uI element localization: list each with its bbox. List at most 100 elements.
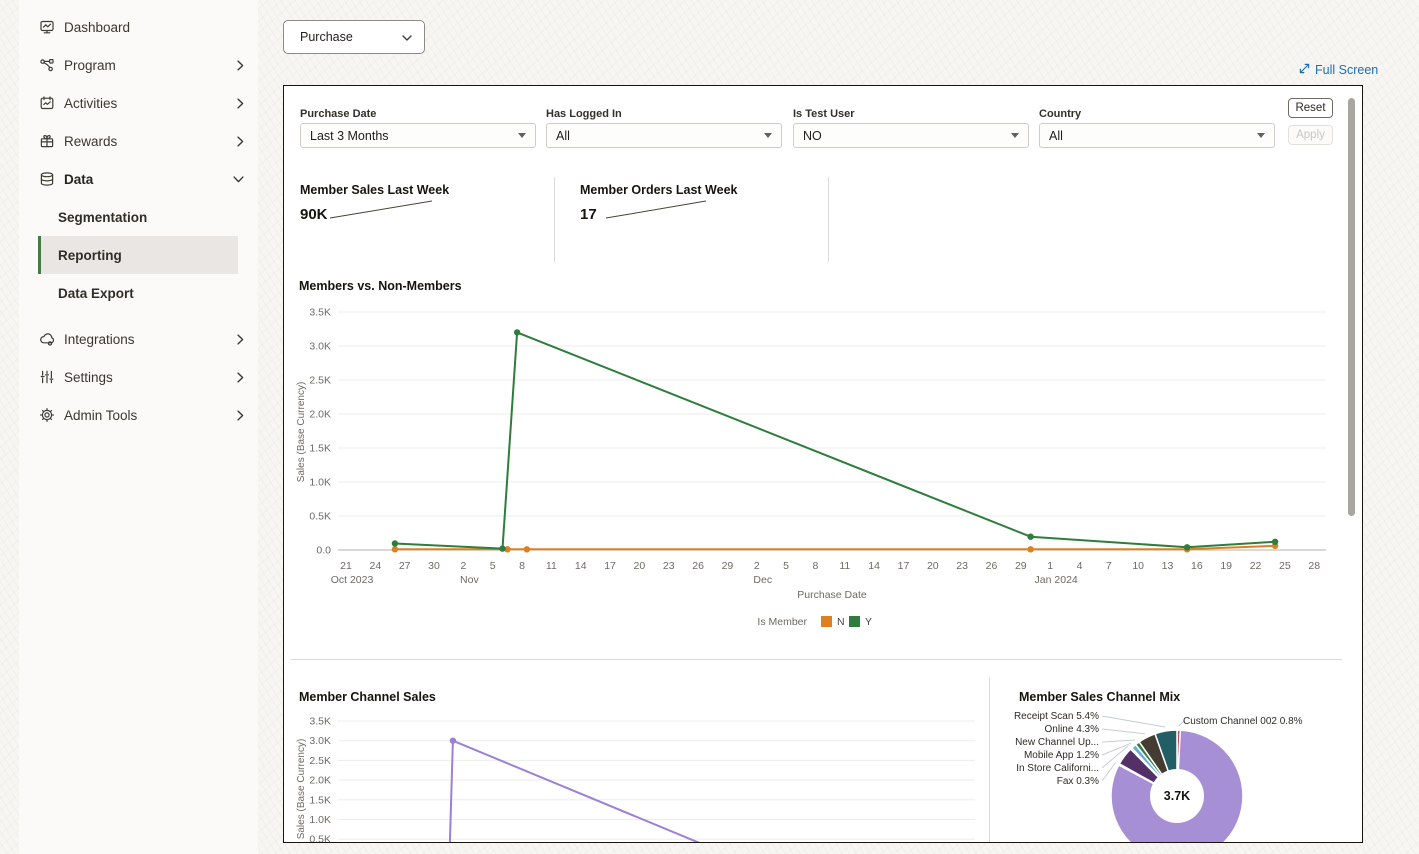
svg-text:1.5K: 1.5K xyxy=(309,443,331,455)
svg-text:5: 5 xyxy=(783,560,789,572)
svg-text:Sales (Base Currency): Sales (Base Currency) xyxy=(296,739,307,840)
svg-text:2.5K: 2.5K xyxy=(309,755,331,767)
svg-text:Mobile App 1.2%: Mobile App 1.2% xyxy=(1024,750,1099,761)
svg-text:11: 11 xyxy=(546,560,557,572)
report-type-dropdown[interactable]: Purchase xyxy=(283,20,425,54)
svg-text:16: 16 xyxy=(1191,560,1203,572)
kpi-sparkline xyxy=(605,200,707,219)
section-divider xyxy=(291,659,1342,660)
full-screen-link[interactable]: Full Screen xyxy=(1299,63,1378,77)
svg-text:In Store Californi...: In Store Californi... xyxy=(1016,763,1099,774)
svg-text:25: 25 xyxy=(1279,560,1291,572)
svg-text:26: 26 xyxy=(986,560,998,572)
activities-icon xyxy=(38,95,55,112)
chevron-right-icon xyxy=(237,409,244,421)
reset-button[interactable]: Reset xyxy=(1288,98,1333,118)
svg-text:20: 20 xyxy=(927,560,939,572)
channel-sales-chart-title: Member Channel Sales xyxy=(299,690,436,704)
svg-text:Dec: Dec xyxy=(753,574,772,586)
sidebar-item-data-export[interactable]: Data Export xyxy=(38,274,238,312)
is-test-user-select[interactable]: NO xyxy=(793,123,1029,148)
svg-text:7: 7 xyxy=(1106,560,1112,572)
kpi-divider xyxy=(554,177,555,262)
kpi-sparkline xyxy=(329,200,433,219)
svg-text:2.0K: 2.0K xyxy=(309,775,331,787)
rewards-icon xyxy=(38,133,55,150)
svg-text:Y: Y xyxy=(865,616,872,628)
svg-text:17: 17 xyxy=(604,560,616,572)
has-logged-in-select[interactable]: All xyxy=(546,123,782,148)
chevron-down-icon xyxy=(233,175,244,183)
sidebar-item-program[interactable]: Program xyxy=(19,46,258,84)
report-type-value: Purchase xyxy=(300,30,353,44)
svg-text:Jan 2024: Jan 2024 xyxy=(1035,574,1078,586)
svg-text:0.5K: 0.5K xyxy=(309,834,331,843)
svg-text:2: 2 xyxy=(754,560,760,572)
sidebar-item-label: Rewards xyxy=(64,133,118,149)
svg-text:3.0K: 3.0K xyxy=(309,735,331,747)
dropdown-arrow-icon xyxy=(1011,133,1019,138)
sidebar-item-segmentation[interactable]: Segmentation xyxy=(38,198,238,236)
kpi-divider xyxy=(828,177,829,262)
apply-button[interactable]: Apply xyxy=(1288,125,1333,145)
svg-text:Sales (Base Currency): Sales (Base Currency) xyxy=(296,382,307,483)
sidebar-item-reporting[interactable]: Reporting xyxy=(38,236,238,274)
settings-icon xyxy=(38,369,55,386)
sidebar-item-admin-tools[interactable]: Admin Tools xyxy=(19,396,258,434)
svg-text:Nov: Nov xyxy=(460,574,479,586)
svg-text:3.0K: 3.0K xyxy=(309,341,331,353)
svg-text:0.5K: 0.5K xyxy=(309,511,331,523)
report-panel: Purchase Date Last 3 Months Has Logged In A… xyxy=(283,85,1363,843)
sidebar-item-rewards[interactable]: Rewards xyxy=(19,122,258,160)
svg-text:1.5K: 1.5K xyxy=(309,794,331,806)
svg-text:Receipt Scan 5.4%: Receipt Scan 5.4% xyxy=(1014,711,1099,722)
sidebar: Dashboard Program Activities Rewards Data Seg… xyxy=(19,0,258,854)
country-select[interactable]: All xyxy=(1039,123,1275,148)
purchase-date-select[interactable]: Last 3 Months xyxy=(300,123,536,148)
sidebar-item-label: Admin Tools xyxy=(64,407,138,423)
svg-text:19: 19 xyxy=(1220,560,1232,572)
sidebar-item-integrations[interactable]: Integrations xyxy=(19,320,258,358)
svg-text:29: 29 xyxy=(722,560,734,572)
channel-mix-chart-title: Member Sales Channel Mix xyxy=(1019,690,1181,704)
members-vs-nonmembers-chart: 0.0 0.5K 1.0K 1.5K 2.0K 2.5K 3.0K 3.5K Sales (Ba… xyxy=(296,307,1326,628)
dropdown-arrow-icon xyxy=(764,133,772,138)
svg-text:2: 2 xyxy=(460,560,466,572)
sidebar-item-label: Reporting xyxy=(58,247,122,263)
sidebar-item-label: Segmentation xyxy=(58,209,148,225)
panel-scrollbar[interactable] xyxy=(1348,98,1355,516)
svg-text:2.0K: 2.0K xyxy=(309,409,331,421)
svg-text:14: 14 xyxy=(575,560,587,572)
kpi-value: 90K xyxy=(300,206,328,223)
expand-icon xyxy=(1299,63,1310,77)
sidebar-item-data[interactable]: Data xyxy=(19,160,258,198)
dropdown-arrow-icon xyxy=(1257,133,1265,138)
sidebar-item-activities[interactable]: Activities xyxy=(19,84,258,122)
select-value: NO xyxy=(803,128,822,143)
select-value: Last 3 Months xyxy=(310,128,389,143)
svg-text:Online 4.3%: Online 4.3% xyxy=(1045,724,1100,735)
sidebar-item-dashboard[interactable]: Dashboard xyxy=(19,8,258,46)
svg-text:8: 8 xyxy=(813,560,819,572)
sidebar-item-label: Integrations xyxy=(64,331,135,347)
svg-text:2.5K: 2.5K xyxy=(309,375,331,387)
member-sales-channel-mix-donut: 3.7K Receipt Scan 5.4% Online 4.3% New Chan… xyxy=(1014,711,1303,842)
filter-label-country: Country xyxy=(1039,108,1082,120)
svg-text:11: 11 xyxy=(839,560,850,572)
sidebar-item-settings[interactable]: Settings xyxy=(19,358,258,396)
filter-label-has-logged-in: Has Logged In xyxy=(546,108,622,120)
program-icon xyxy=(38,57,55,74)
dashboard-icon xyxy=(38,19,55,36)
svg-text:New Channel Up...: New Channel Up... xyxy=(1015,737,1099,748)
svg-text:10: 10 xyxy=(1132,560,1144,572)
svg-text:1.0K: 1.0K xyxy=(309,477,331,489)
sidebar-item-label: Settings xyxy=(64,369,113,385)
svg-text:3.7K: 3.7K xyxy=(1164,789,1190,803)
full-screen-label: Full Screen xyxy=(1315,63,1379,77)
filter-label-is-test-user: Is Test User xyxy=(793,108,855,120)
sidebar-item-label: Dashboard xyxy=(64,19,131,35)
svg-text:N: N xyxy=(837,616,845,628)
svg-text:Is Member: Is Member xyxy=(757,616,807,628)
svg-text:21: 21 xyxy=(340,560,352,572)
